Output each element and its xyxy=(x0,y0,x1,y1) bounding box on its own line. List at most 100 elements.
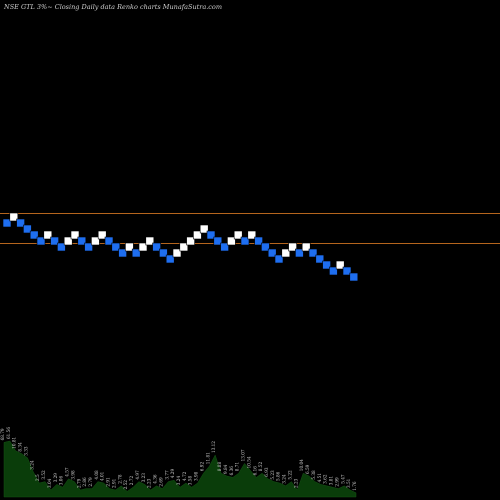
volume-label: 5.47 xyxy=(340,474,345,484)
volume-label: 6.16 xyxy=(252,466,257,476)
brick-down xyxy=(111,242,121,252)
brick-up xyxy=(179,242,189,252)
volume-label: 68.79 xyxy=(0,428,5,440)
volume-label: 3.52 xyxy=(41,470,46,480)
volume-label: 3.33 xyxy=(24,446,29,456)
brick-down xyxy=(159,248,168,258)
brick-up xyxy=(97,230,107,240)
brick-down xyxy=(349,272,359,282)
chart-header: NSE GTL 3%~ Closing Daily data Renko cha… xyxy=(4,3,222,11)
volume-label: 4.29 xyxy=(170,469,175,479)
percent-change: 3% xyxy=(36,3,48,11)
brick-down xyxy=(261,242,270,252)
volume-label: 1.76 xyxy=(352,481,357,491)
volume-label: 3.81 xyxy=(329,476,334,486)
brick-down xyxy=(240,236,250,246)
brick-down xyxy=(77,236,87,246)
volume-label: 6.93 xyxy=(264,467,269,477)
renko-bricks xyxy=(2,212,359,282)
symbol: NSE GTL xyxy=(4,3,35,11)
brick-down xyxy=(84,242,93,252)
brick-down xyxy=(220,242,229,252)
change-arrow: ~ xyxy=(47,3,53,11)
brick-up xyxy=(288,242,297,252)
volume-label: 5.23 xyxy=(270,470,275,480)
volume-label: 2.69 xyxy=(158,477,163,487)
brick-down xyxy=(29,230,39,240)
volume-label: 2.23 xyxy=(147,478,152,488)
brick-down xyxy=(104,236,114,246)
brick-up xyxy=(43,230,53,240)
brick-up xyxy=(233,230,243,240)
brick-up xyxy=(199,224,209,234)
brick-down xyxy=(254,236,263,246)
volume-label: 2.72 xyxy=(129,476,134,486)
volume-label: 13.07 xyxy=(241,449,246,461)
volume-label: 3.58 xyxy=(188,476,193,486)
volume-label: 2.91 xyxy=(112,478,117,488)
volume-label: 2.79 xyxy=(88,477,93,487)
brick-up xyxy=(301,242,311,252)
volume-label: 8.71 xyxy=(235,462,240,472)
brick-down xyxy=(322,260,331,270)
chart-kind: Renko xyxy=(117,3,138,11)
brick-down xyxy=(308,248,318,258)
brick-down xyxy=(315,254,325,264)
brick-down xyxy=(57,242,66,252)
price-type: Closing xyxy=(54,3,80,11)
brick-down xyxy=(131,248,141,258)
volume-label: 3.24 xyxy=(176,476,181,486)
brick-down xyxy=(165,254,175,264)
brick-down xyxy=(342,266,352,276)
volume-label: 2.78 xyxy=(117,474,122,484)
volume-label: 11.81 xyxy=(205,452,210,464)
volume-label: 2.52 xyxy=(123,480,128,490)
brick-down xyxy=(213,236,223,246)
volume-label: 5.38 xyxy=(311,470,316,480)
brick-down xyxy=(118,248,127,258)
brick-up xyxy=(172,248,182,258)
brick-up xyxy=(335,260,345,270)
volume-label: 3.06 xyxy=(59,476,64,486)
brick-up xyxy=(186,236,195,246)
volume-label: 3.29 xyxy=(53,473,58,483)
volume-label: 13.12 xyxy=(211,441,216,453)
volume-label: 8.34 xyxy=(18,442,23,452)
brick-up xyxy=(281,248,291,258)
brick-up xyxy=(125,242,134,252)
brick-up xyxy=(193,230,202,240)
brick-up xyxy=(138,242,148,252)
brick-down xyxy=(152,242,161,252)
brick-down xyxy=(23,224,32,234)
volume-label: 5.86 xyxy=(276,471,281,481)
volume-label: 61.56 xyxy=(6,427,11,439)
site-credit: charts MunafaSutra.com xyxy=(139,3,223,11)
volume-label: 2.79 xyxy=(76,478,81,488)
brick-up xyxy=(145,236,155,246)
volume-label: 4.08 xyxy=(94,470,99,480)
volume-label: 4.36 xyxy=(153,474,158,484)
volume-fill xyxy=(3,440,357,498)
brick-up xyxy=(91,236,100,246)
volume-label: 2.91 xyxy=(106,477,111,487)
volume-label: 3.98 xyxy=(70,470,75,480)
volume-label: 3.62 xyxy=(323,474,328,484)
volume-label: 10.04 xyxy=(299,459,304,471)
brick-down xyxy=(274,254,284,264)
brick-down xyxy=(329,266,338,276)
volume-label: 10.81 xyxy=(12,436,17,448)
volume-label: 2.99 xyxy=(334,477,339,487)
volume-label: 4.57 xyxy=(65,467,70,477)
volume-label: 4.72 xyxy=(182,471,187,481)
brick-up xyxy=(227,236,236,246)
brick-up xyxy=(247,230,257,240)
volume-label: 10.54 xyxy=(246,456,251,468)
volume-label: 3.77 xyxy=(164,470,169,480)
brick-down xyxy=(295,248,304,258)
brick-down xyxy=(36,236,46,246)
brick-down xyxy=(267,248,277,258)
volume-label: 2.23 xyxy=(293,478,298,488)
volume-label: 9.84 xyxy=(223,464,228,474)
